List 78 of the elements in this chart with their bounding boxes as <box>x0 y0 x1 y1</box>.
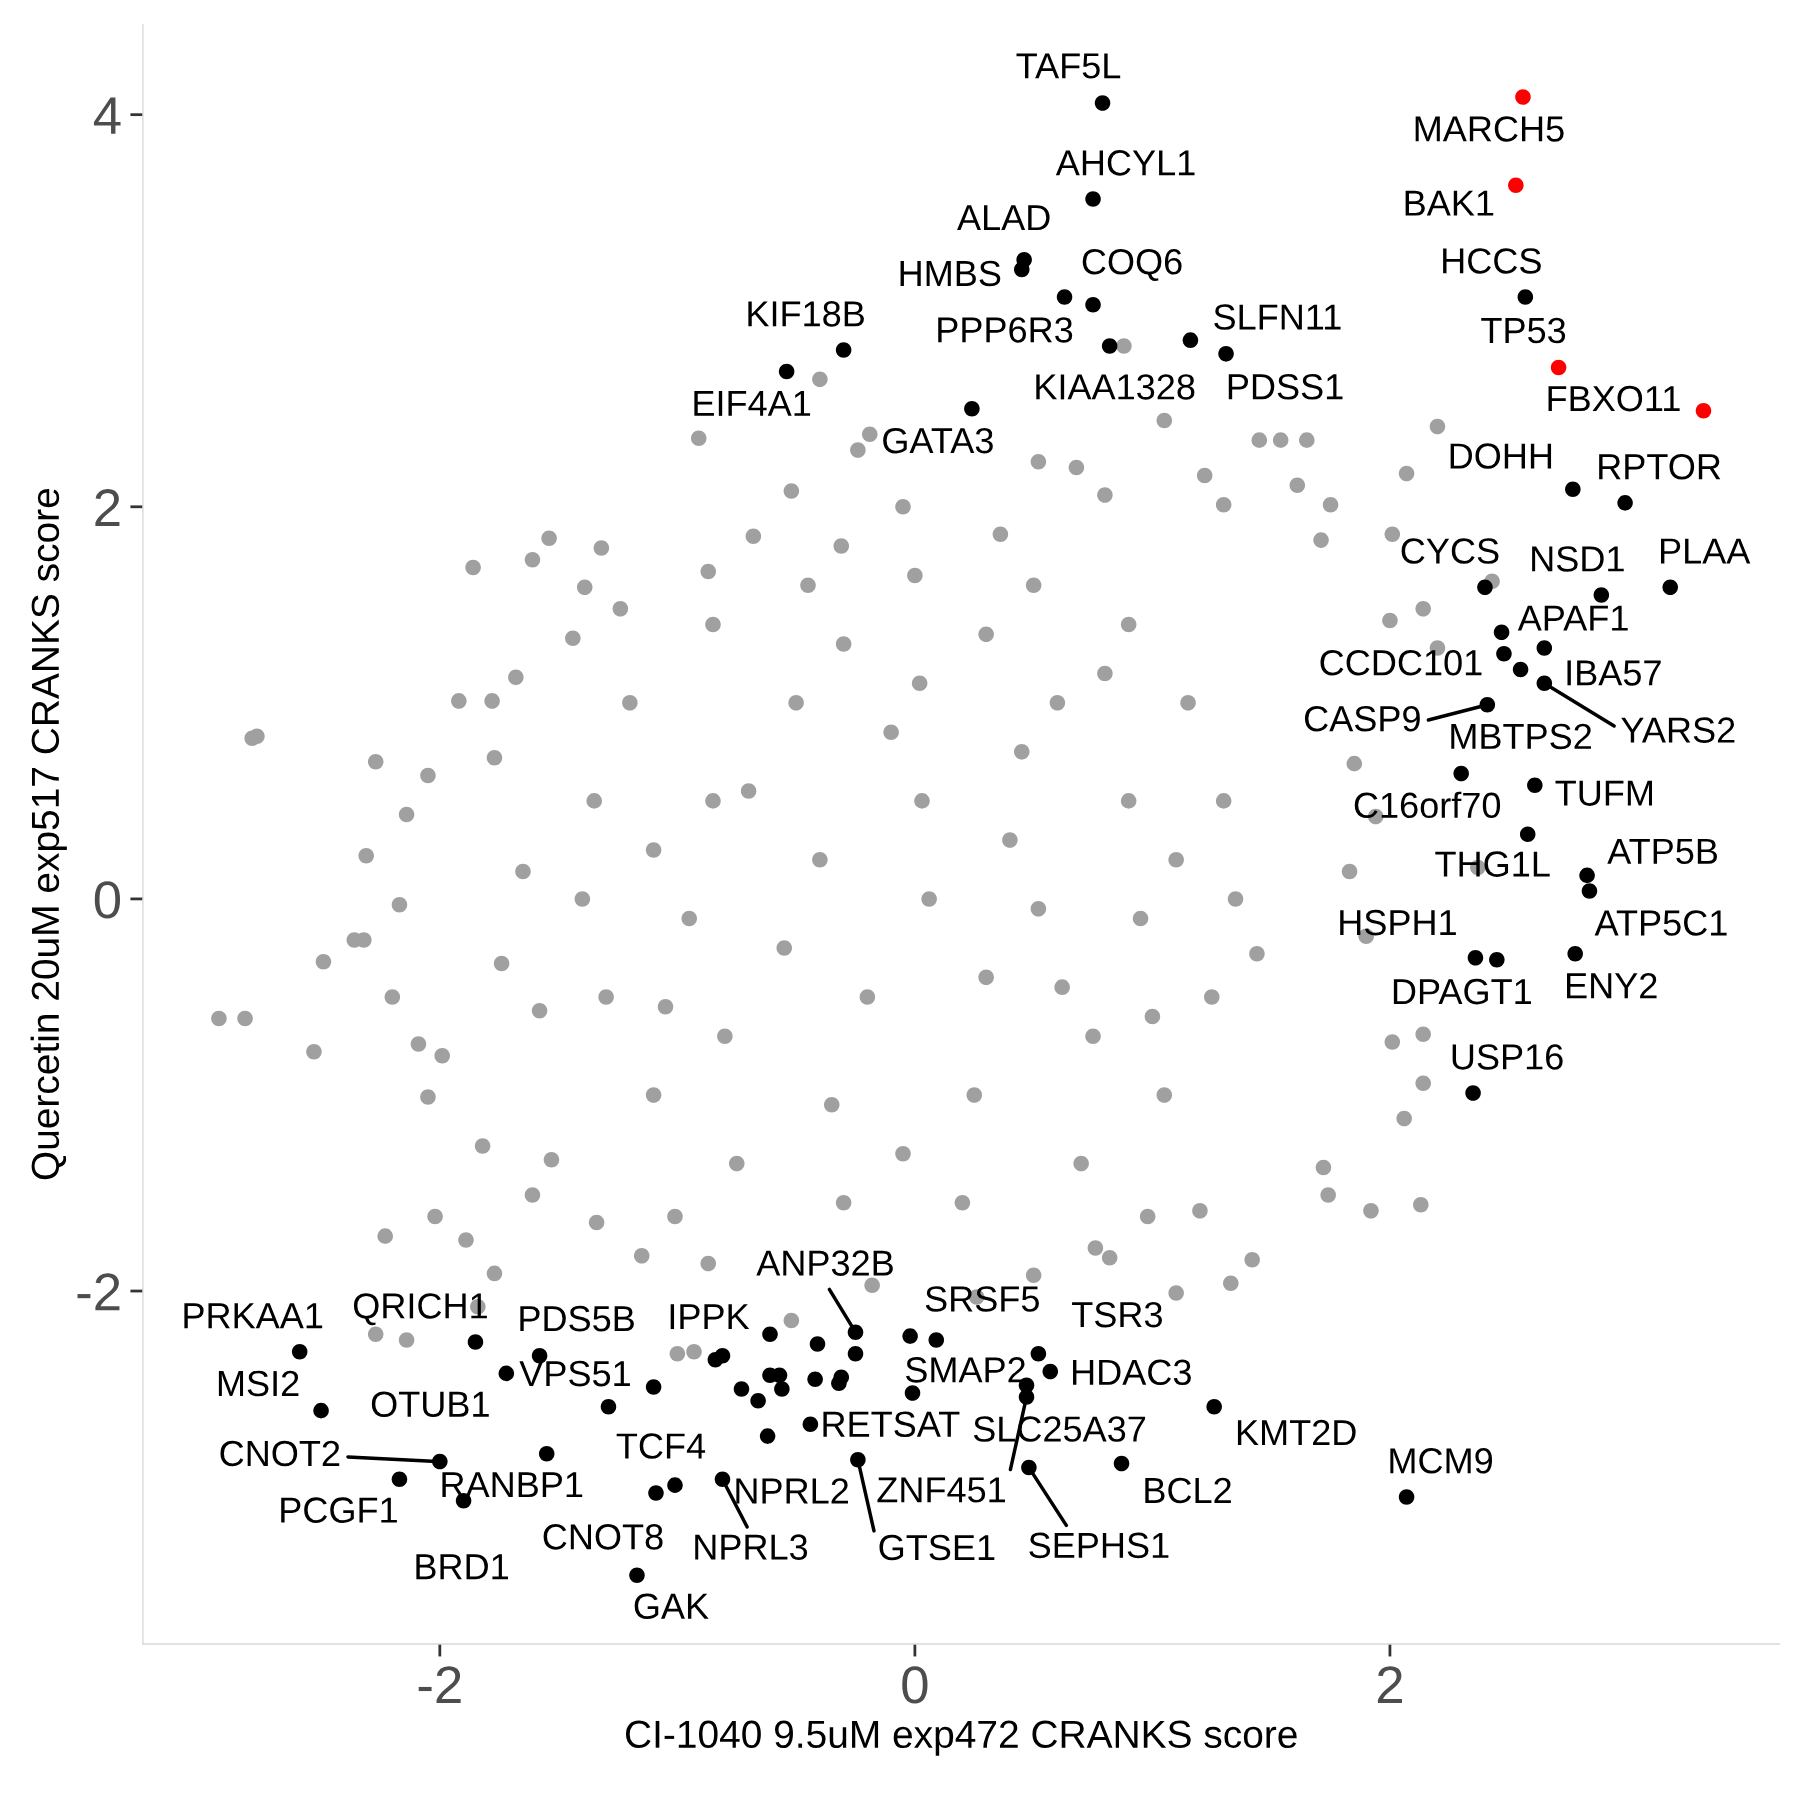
annotation: MBTPS2 <box>1451 723 1591 750</box>
annotation: SRSF5 <box>925 1286 1039 1312</box>
annotation: CNOT8 <box>543 1524 663 1550</box>
annotation: TUFM <box>1555 780 1652 806</box>
annotation: USP16 <box>1452 1044 1563 1070</box>
annotation: VPS51 <box>519 1360 630 1387</box>
y-axis-title: Quercetin 20uM exp517 CRANKS score <box>30 489 67 1180</box>
annotation: BAK1 <box>1405 190 1494 216</box>
annotation: CYCS <box>1401 538 1499 564</box>
annotation: ATP5B <box>1607 838 1718 865</box>
annotation: PLAA <box>1661 538 1751 564</box>
y-tick-label: -2 <box>77 1273 120 1311</box>
annotation: DPAGT1 <box>1393 978 1531 1005</box>
annotation: RETSAT <box>823 1411 960 1438</box>
point <box>1695 402 1712 419</box>
annotation: HSPH1 <box>1340 909 1456 936</box>
annotation: BCL2 <box>1145 1477 1231 1504</box>
annotation: TAF5L <box>1016 53 1121 79</box>
annotation: KIAA1328 <box>1036 374 1195 400</box>
annotation: GAK <box>634 1593 709 1620</box>
x-tick-label: 0 <box>902 1666 928 1704</box>
annotation: TSR3 <box>1072 1301 1162 1328</box>
annotation: TCF4 <box>616 1433 706 1459</box>
annotation: ENY2 <box>1567 972 1657 999</box>
annotation: FBXO11 <box>1548 385 1680 412</box>
annotation: CASP9 <box>1304 705 1420 732</box>
annotation: IBA57 <box>1567 660 1661 686</box>
annotation: ANP32B <box>756 1250 893 1276</box>
annotation: C16orf70 <box>1354 791 1501 819</box>
annotation: KMT2D <box>1237 1419 1356 1446</box>
annotation: THG1L <box>1435 851 1550 877</box>
x-axis-title: CI-1040 9.5uM exp472 CRANKS score <box>625 1720 1297 1756</box>
annotation: HCCS <box>1443 248 1541 274</box>
annotation: MSI2 <box>218 1370 299 1397</box>
point <box>1550 359 1567 376</box>
annotation: MARCH5 <box>1415 116 1564 142</box>
annotation: HMBS <box>900 260 1001 287</box>
annotation: YARS2 <box>1621 717 1735 743</box>
annotation: EIF4A1 <box>694 391 811 416</box>
annotation: MCM9 <box>1390 1448 1493 1474</box>
annotation: IPPK <box>670 1304 750 1330</box>
annotation: TP53 <box>1481 317 1566 344</box>
annotation: BRD1 <box>416 1554 508 1580</box>
annotation: HDAC3 <box>1073 1359 1191 1386</box>
y-tick-label: 2 <box>95 489 120 526</box>
x-tick-label: -2 <box>418 1666 461 1704</box>
annotation: APAF1 <box>1517 605 1628 631</box>
annotation: SEPHS1 <box>1029 1532 1169 1559</box>
annotation: ALAD <box>957 205 1050 231</box>
annotation: COQ6 <box>1082 248 1182 282</box>
annotation: NPRL3 <box>695 1534 808 1560</box>
y-tick-label: 4 <box>93 97 121 134</box>
annotation: QRICH1 <box>353 1293 487 1326</box>
annotation: OTUB1 <box>371 1391 489 1418</box>
annotation: GATA3 <box>883 427 993 454</box>
annotation: CNOT2 <box>220 1440 340 1467</box>
point <box>1508 177 1524 194</box>
annotation: PDSS1 <box>1228 373 1343 400</box>
annotation: RPTOR <box>1599 453 1721 480</box>
annotation: SMAP2 <box>905 1357 1025 1383</box>
annotation: RANBP1 <box>442 1472 583 1498</box>
annotation: PDS5B <box>520 1305 634 1332</box>
annotation: ATP5C1 <box>1594 910 1727 936</box>
annotation: KIF18B <box>748 301 864 327</box>
annotation: DOHH <box>1450 443 1552 469</box>
annotation: PPP6R3 <box>938 317 1073 343</box>
annotation: AHCYL1 <box>1055 150 1195 176</box>
annotation: PCGF1 <box>281 1497 397 1523</box>
annotation: SLFN11 <box>1214 304 1341 330</box>
annotation: NPRL2 <box>736 1478 849 1504</box>
annotation: GTSE1 <box>879 1534 995 1561</box>
annotation: CCDC101 <box>1320 649 1482 676</box>
y-tick-label: 0 <box>94 881 121 919</box>
point <box>1515 89 1531 105</box>
annotation: PRKAA1 <box>184 1303 323 1329</box>
annotation: NSD1 <box>1532 546 1624 572</box>
annotation: ZNF451 <box>877 1477 1005 1503</box>
x-tick-label: 2 <box>1377 1666 1402 1704</box>
